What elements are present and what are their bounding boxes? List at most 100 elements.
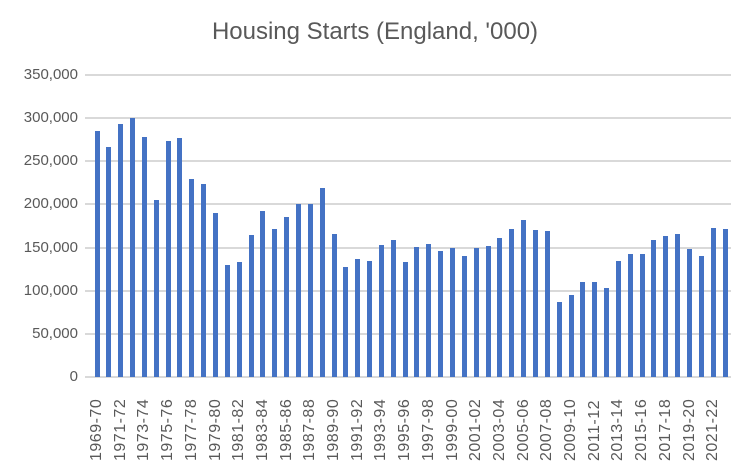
bar-1976-77 [177, 138, 183, 377]
bar-2009-10 [568, 295, 574, 377]
x-axis-tick-label: 1969-70 [88, 398, 105, 461]
bar-1982-83 [248, 235, 254, 377]
bar-1992-93 [367, 261, 373, 377]
bar-1973-74 [141, 137, 147, 377]
x-axis-tick-label: 2011-12 [585, 399, 603, 461]
x-axis-tick-label: 1981-82 [230, 398, 248, 461]
bar-2010-11 [580, 282, 586, 377]
bar-1988-89 [319, 188, 325, 377]
x-axis-tick-label: 2015-16 [633, 398, 651, 461]
bar-1969-70 [94, 131, 100, 377]
bar-1971-72 [118, 124, 124, 377]
gridline [85, 117, 731, 120]
bar-1991-92 [355, 259, 361, 377]
y-axis-tick-label: 350,000 [23, 66, 78, 83]
bar-1974-75 [153, 200, 159, 377]
bar-1999-00 [450, 248, 455, 377]
x-axis-tick-label: 1973-74 [135, 398, 153, 461]
gridline [85, 376, 731, 378]
bar-1983-84 [260, 211, 266, 377]
x-axis-tick-label: 1987-88 [301, 398, 319, 461]
gridline [85, 160, 731, 163]
bar-1994-95 [390, 240, 396, 377]
bar-1995-96 [402, 262, 408, 377]
x-axis-tick-label: 2005-06 [514, 398, 532, 461]
bar-2017-18 [663, 236, 669, 377]
bar-1986-87 [295, 204, 301, 377]
y-axis-tick-label: 250,000 [23, 152, 78, 170]
bar-2015-16 [639, 254, 645, 377]
bar-1984-85 [272, 229, 278, 377]
x-axis-tick-label: 2009-10 [562, 398, 579, 461]
bar-1978-79 [201, 184, 207, 377]
bar-2012-13 [604, 288, 610, 377]
y-axis-tick-label: 50,000 [32, 324, 78, 342]
x-axis-tick-label: 2013-14 [609, 398, 627, 461]
bar-2001-02 [473, 248, 479, 377]
x-axis-tick-label: 1991-92 [348, 398, 366, 461]
bar-1985-86 [284, 217, 290, 377]
plot-area [85, 74, 731, 378]
x-axis-tick-label: 1979-80 [206, 398, 224, 461]
bar-1975-76 [165, 141, 171, 377]
gridline [85, 74, 731, 76]
x-axis-tick-label: 2019-20 [680, 398, 698, 461]
bar-1977-78 [189, 179, 195, 377]
bar-2020-21 [698, 256, 704, 377]
x-axis-tick-label: 1983-84 [253, 398, 271, 461]
bar-2021-22 [710, 228, 716, 377]
bar-1993-94 [378, 245, 384, 377]
x-axis-tick-label: 1977-78 [182, 398, 200, 461]
gridline [85, 332, 731, 335]
bar-1997-98 [426, 244, 432, 377]
y-axis-tick-label: 150,000 [23, 238, 78, 256]
gridline [85, 203, 731, 206]
bar-2014-15 [627, 254, 633, 377]
bar-1981-82 [236, 262, 242, 377]
bar-2018-19 [675, 234, 681, 377]
bar-1998-99 [438, 251, 444, 377]
y-axis-tick-label: 200,000 [23, 195, 78, 213]
y-axis-tick-label: 0 [69, 368, 78, 385]
bar-1980-81 [224, 265, 230, 377]
bar-2004-05 [509, 229, 515, 377]
bar-2016-17 [651, 240, 657, 377]
bar-2008-09 [556, 302, 562, 377]
bar-1987-88 [307, 204, 313, 377]
bar-2003-04 [497, 238, 503, 377]
y-axis-tick-label: 300,000 [23, 109, 78, 127]
bar-2006-07 [532, 230, 538, 377]
bar-2007-08 [544, 231, 550, 377]
x-axis-tick-label: 2001-02 [467, 398, 485, 461]
bar-1979-80 [213, 213, 218, 377]
bar-2011-12 [592, 282, 598, 377]
bar-2013-14 [615, 261, 621, 377]
x-axis-tick-label: 2003-04 [490, 398, 508, 461]
bar-2005-06 [521, 220, 527, 377]
bar-1990-91 [343, 267, 349, 377]
x-axis-tick-label: 1971-72 [111, 398, 129, 461]
chart-title: Housing Starts (England, '000) [211, 18, 539, 45]
bar-2022-23 [722, 229, 728, 377]
x-axis-tick-label: 1985-86 [277, 398, 295, 461]
x-axis-tick-label: 1975-76 [159, 398, 177, 461]
y-axis-tick-label: 100,000 [23, 281, 78, 299]
x-axis-tick-label: 1993-94 [372, 398, 390, 461]
x-axis-tick-label: 2017-18 [656, 398, 674, 461]
bar-1989-90 [331, 234, 337, 377]
bar-1972-73 [130, 118, 136, 377]
x-axis-tick-label: 1997-98 [419, 398, 437, 461]
bar-1970-71 [106, 147, 112, 377]
bar-2019-20 [687, 249, 692, 377]
x-axis-tick-label: 1999-00 [443, 398, 461, 461]
gridline [85, 289, 731, 292]
bar-1996-97 [414, 247, 420, 377]
bar-2000-01 [461, 256, 467, 377]
x-axis-tick-label: 1989-90 [325, 398, 342, 461]
x-axis-tick-label: 2007-08 [538, 398, 556, 461]
x-axis-tick-label: 2021-22 [704, 398, 722, 461]
gridline [85, 246, 731, 249]
x-axis-tick-label: 1995-96 [396, 398, 414, 461]
bar-2002-03 [485, 246, 491, 377]
